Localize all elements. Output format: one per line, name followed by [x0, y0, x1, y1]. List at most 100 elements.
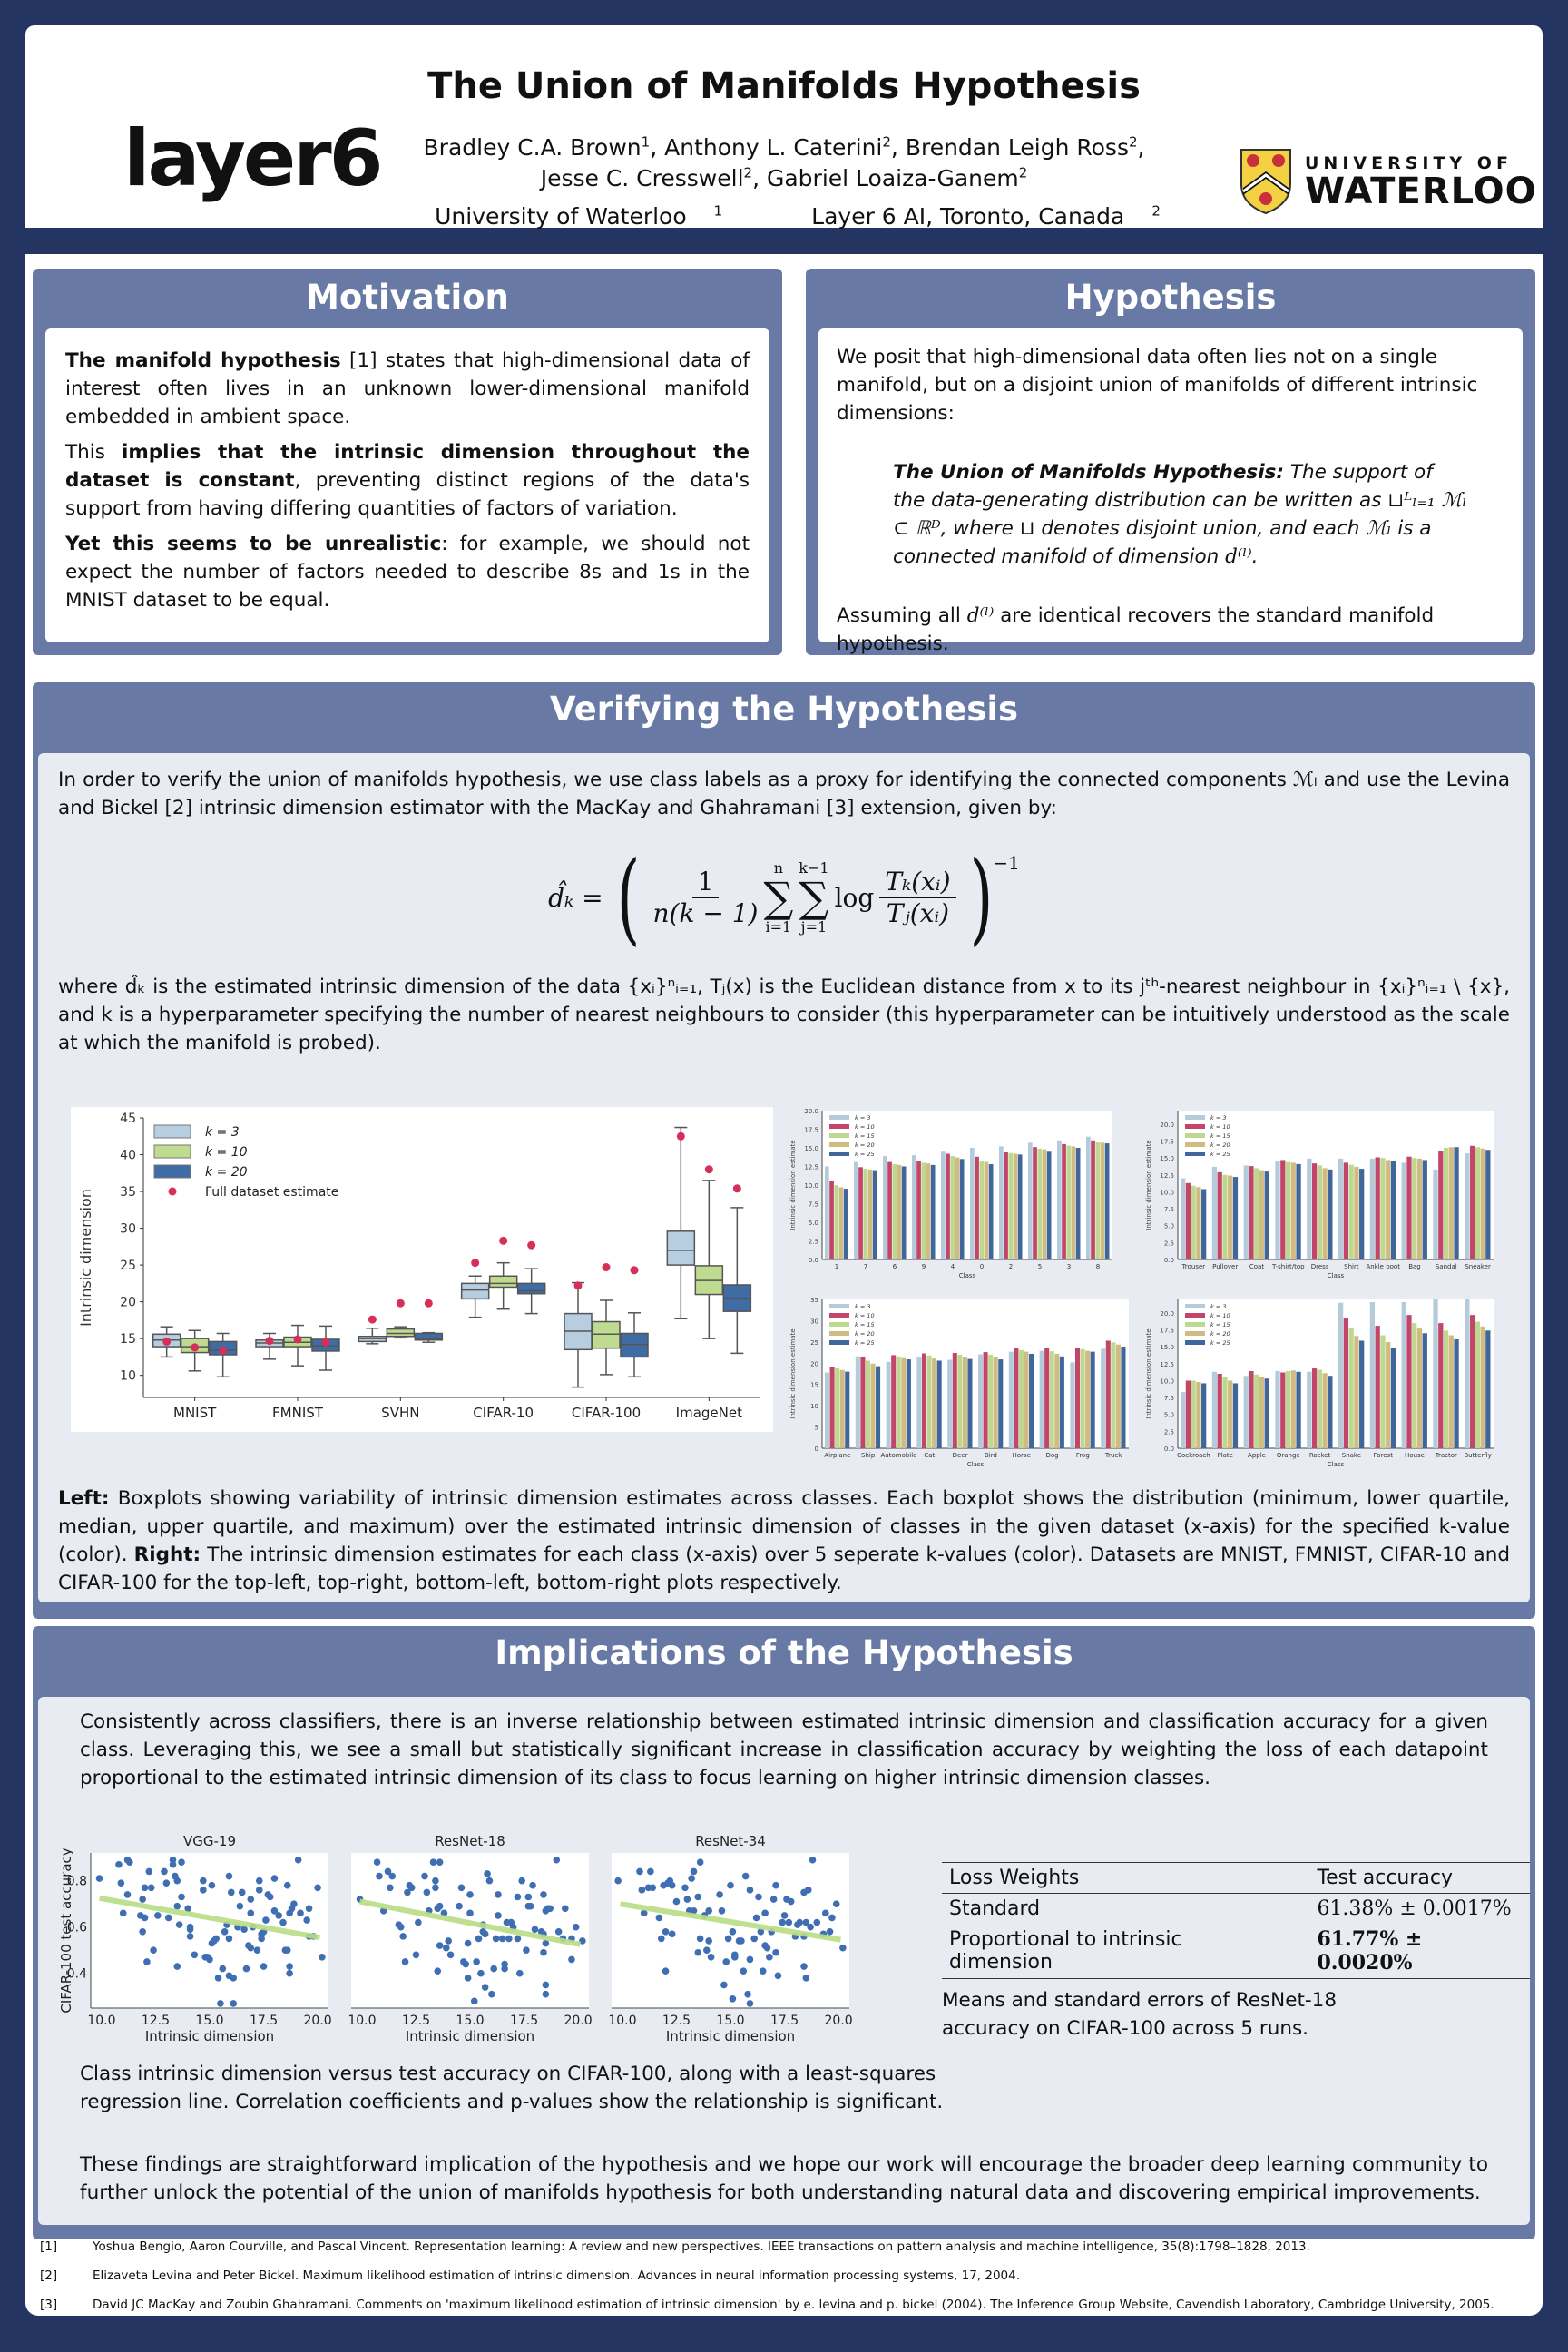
- svg-text:0.8: 0.8: [67, 1875, 87, 1889]
- svg-text:FMNIST: FMNIST: [272, 1405, 324, 1421]
- denominator: n(k − 1): [652, 898, 759, 928]
- svg-text:15.0: 15.0: [456, 2014, 484, 2028]
- svg-text:k = 25: k = 25: [1210, 1151, 1230, 1158]
- waterloo-crest-icon: [1240, 149, 1291, 215]
- svg-text:5.0: 5.0: [808, 1220, 818, 1227]
- mnist-bar-svg: 0.0 2.5 5.0 7.5 10.0 12.5 15.0 17.5 20.0 Intrinsi…: [789, 1108, 1112, 1279]
- svg-text:5.0: 5.0: [1164, 1412, 1174, 1419]
- fmnist-bar-svg: 0.0 2.5 5.0 7.5 10.0 12.5 15.0 17.5 20.0 Intrinsi…: [1145, 1111, 1494, 1279]
- svg-text:12.5: 12.5: [142, 2014, 170, 2028]
- sum-top: n: [773, 859, 784, 877]
- reference-number: [1]: [40, 2239, 58, 2254]
- sum-j: k−1 ∑ j=1: [799, 859, 828, 936]
- reference-item: [2] Elizaveta Levina and Peter Bickel. Ma…: [40, 2269, 1494, 2283]
- svg-text:12.5: 12.5: [1160, 1172, 1174, 1180]
- numerator: Tₖ(xᵢ): [879, 867, 956, 898]
- svg-text:k = 3: k = 3: [1210, 1303, 1226, 1310]
- svg-text:House: House: [1405, 1452, 1425, 1459]
- author-affil: 1: [641, 133, 651, 151]
- table-cell: Proportional to intrinsic dimension: [949, 1928, 1182, 1974]
- svg-text:12.5: 12.5: [1160, 1361, 1174, 1368]
- reference-item: [3] David JC MacKay and Zoubin Ghahramani…: [40, 2298, 1494, 2312]
- svg-text:T-shirt/top: T-shirt/top: [1271, 1263, 1305, 1270]
- author-name: Jesse C. Cresswell: [540, 165, 744, 191]
- author-name: Brendan Leigh Ross: [905, 134, 1129, 161]
- svg-text:Coat: Coat: [1250, 1263, 1264, 1270]
- svg-text:Intrinsic dimension estimate: Intrinsic dimension estimate: [1145, 1328, 1152, 1418]
- svg-text:10.0: 10.0: [1160, 1189, 1174, 1196]
- svg-text:k = 25: k = 25: [1210, 1339, 1230, 1347]
- hypothesis-closing: Assuming all d⁽ˡ⁾ are identical recovers…: [837, 602, 1504, 658]
- motivation-panel: Motivation The manifold hypothesis [1] s…: [33, 269, 782, 655]
- svg-text:10.0: 10.0: [348, 2014, 376, 2028]
- affiliation-name: University of Waterloo: [435, 203, 687, 230]
- waterloo-logo: UNIVERSITY OF WATERLOO: [1240, 148, 1537, 215]
- svg-text:2.5: 2.5: [1164, 1428, 1174, 1436]
- svg-text:k = 10: k = 10: [1210, 1123, 1230, 1131]
- column-header: Loss Weights: [949, 1867, 1080, 1889]
- table-cell: Standard: [949, 1897, 1041, 1920]
- svg-text:ResNet-34: ResNet-34: [695, 1833, 766, 1849]
- right-paren: ): [969, 839, 993, 956]
- text: is a connected manifold of dimension: [893, 517, 1432, 568]
- svg-text:5: 5: [1038, 1263, 1042, 1270]
- svg-text:20.0: 20.0: [825, 2014, 853, 2028]
- svg-text:2.5: 2.5: [808, 1239, 818, 1246]
- cifar10-bar-chart: 0 5 10 15 20 25 30 35 Intrinsic dimension estima…: [784, 1294, 1138, 1475]
- math: ℳₗ: [1366, 517, 1392, 540]
- svg-text:Shirt: Shirt: [1344, 1263, 1359, 1270]
- svg-text:Automobile: Automobile: [881, 1452, 917, 1459]
- implications-closing: These findings are straightforward impli…: [80, 2153, 1488, 2204]
- svg-text:10.0: 10.0: [804, 1182, 818, 1190]
- svg-text:20: 20: [120, 1296, 136, 1310]
- svg-text:k = 10: k = 10: [205, 1145, 248, 1160]
- svg-text:15.0: 15.0: [195, 2014, 223, 2028]
- verifying-panel: Verifying the Hypothesis In order to ver…: [33, 682, 1535, 1619]
- table-cell: 61.77% ± 0.0020%: [1317, 1927, 1423, 1975]
- svg-text:Trouser: Trouser: [1181, 1263, 1206, 1270]
- svg-text:k = 20: k = 20: [1210, 1142, 1230, 1149]
- svg-text:k = 15: k = 15: [1210, 1132, 1230, 1140]
- text: : for example, we should not expect the …: [65, 533, 750, 612]
- svg-text:Truck: Truck: [1104, 1452, 1122, 1459]
- svg-text:VGG-19: VGG-19: [183, 1833, 236, 1849]
- poster-content: Motivation The manifold hypothesis [1] s…: [25, 254, 1543, 2316]
- svg-text:Rocket: Rocket: [1309, 1452, 1331, 1459]
- implications-panel: Implications of the Hypothesis Consisten…: [33, 1626, 1535, 2239]
- formula-lhs: d̂ₖ =: [548, 882, 603, 913]
- svg-text:k = 25: k = 25: [855, 1339, 875, 1347]
- estimator-formula: d̂ₖ = ( 1 n(k − 1) n ∑ i=1 k−1 ∑ j=1 log Tₖ(x…: [548, 839, 1020, 956]
- svg-text:k = 20: k = 20: [855, 1142, 875, 1149]
- bold-text: The Union of Manifolds Hypothesis:: [893, 461, 1284, 484]
- waterloo-wordmark-line2: WATERLOO: [1305, 171, 1537, 212]
- svg-text:20.0: 20.0: [564, 2014, 593, 2028]
- hypothesis-body: We posit that high-dimensional data ofte…: [818, 328, 1523, 655]
- svg-text:k = 10: k = 10: [855, 1123, 875, 1131]
- text: Assuming all: [837, 604, 967, 627]
- affiliations: University of Waterloo 1 Layer 6 AI, Toro…: [25, 203, 1543, 230]
- svg-text:15.0: 15.0: [1160, 1155, 1174, 1162]
- svg-text:12.5: 12.5: [662, 2014, 691, 2028]
- svg-text:ImageNet: ImageNet: [676, 1405, 742, 1421]
- log-fraction: Tₖ(xᵢ) Tⱼ(xᵢ): [879, 867, 956, 928]
- svg-text:Apple: Apple: [1248, 1452, 1266, 1459]
- svg-text:20.0: 20.0: [1160, 1122, 1174, 1129]
- verifying-explanation: where d̂ₖ is the estimated intrinsic dim…: [58, 975, 1510, 1054]
- svg-text:Butterfly: Butterfly: [1464, 1452, 1491, 1459]
- text: This: [65, 441, 122, 464]
- hypothesis-intro: We posit that high-dimensional data ofte…: [837, 346, 1478, 425]
- svg-text:10.0: 10.0: [1160, 1377, 1174, 1385]
- svg-text:17.5: 17.5: [250, 2014, 278, 2028]
- boxplot-chart: 10 15 20 25 30 35 40 45 Intrinsic dimension MNIST…: [71, 1107, 773, 1432]
- svg-text:SVHN: SVHN: [381, 1405, 419, 1421]
- svg-text:Forest: Forest: [1373, 1452, 1393, 1459]
- layer6-logo: layer6: [123, 113, 384, 204]
- svg-text:CIFAR-100: CIFAR-100: [572, 1405, 641, 1421]
- poster-title: The Union of Manifolds Hypothesis: [427, 65, 1141, 107]
- author-line-1: Bradley C.A. Brown1, Anthony L. Caterini…: [423, 133, 1145, 161]
- svg-text:Plate: Plate: [1217, 1452, 1233, 1459]
- results-table-wrap: Loss Weights Test accuracy Standard 61.3…: [942, 1862, 1530, 2043]
- math: ⊔ᴸₗ₌₁ ℳₗ ⊂ ℝᴰ: [893, 489, 1467, 540]
- denominator: Tⱼ(xᵢ): [886, 898, 950, 928]
- svg-text:k = 15: k = 15: [1210, 1321, 1230, 1328]
